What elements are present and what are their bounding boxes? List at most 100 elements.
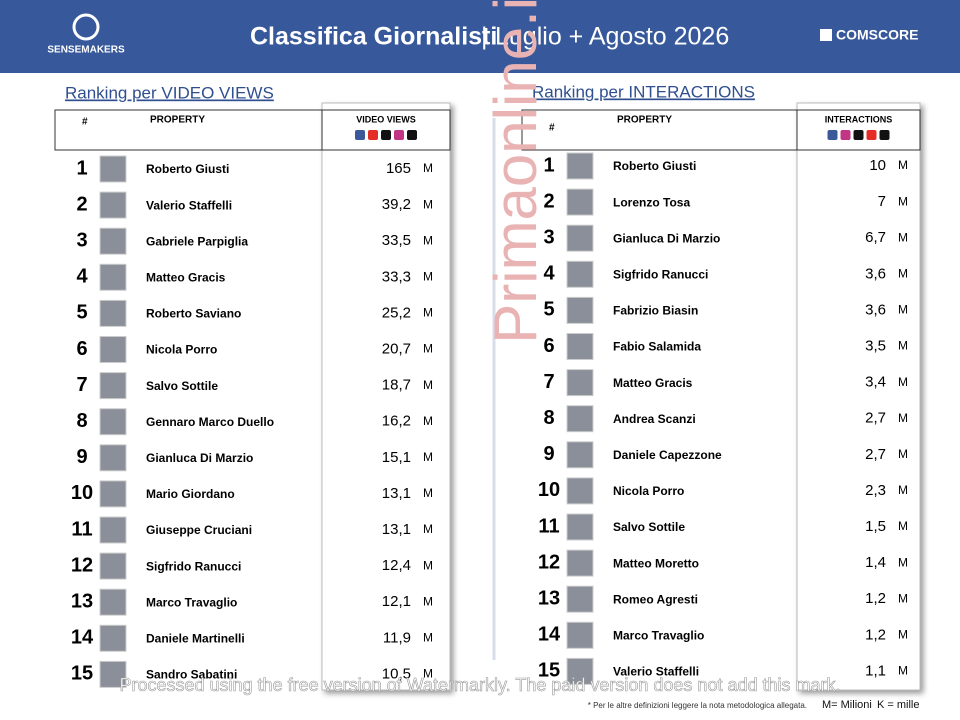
rank: 11 [71,518,92,540]
metric-unit: M [898,303,908,317]
watermark: Primaonline.it [952,0,960,344]
logo-text: SENSEMAKERS [47,45,125,56]
avatar [99,336,127,363]
rank: 10 [538,479,560,501]
metric-value: 1,1 [865,662,886,679]
rank: 7 [543,371,554,393]
metric-unit: M [898,591,908,605]
rank: 1 [543,154,554,176]
social-icon [381,130,391,140]
metric-unit: M [423,486,433,500]
person-name: Romeo Agresti [613,592,698,606]
metric-value: 25,2 [382,304,411,321]
metric-unit: M [898,664,908,678]
rank: 7 [76,374,87,396]
metric-unit: M [423,450,433,464]
avatar [99,191,127,219]
metric-value: 13,1 [382,521,411,538]
person-name: Gennaro Marco Duello [146,415,274,429]
metric-value: 10,5 [382,665,411,682]
avatar [566,441,594,469]
metric-unit: M [423,269,433,283]
metric-value: 3,4 [865,374,886,391]
person-name: Salvo Sottile [146,379,218,393]
avatar [566,657,594,685]
social-icon [840,130,851,140]
metric-value: 39,2 [382,196,411,213]
rank: 4 [543,263,555,285]
metric-value: 1,5 [865,518,886,535]
avatar [99,588,127,616]
avatar [566,224,594,252]
column-header: # [549,123,555,134]
social-icon [355,130,365,140]
rank: 14 [71,627,94,649]
overlay-text: Processed using the free version of Wate… [119,675,840,695]
rank: 12 [538,551,560,573]
metric-unit: M [898,194,908,208]
avatar [99,227,127,255]
metric-value: 3,6 [865,301,886,318]
avatar [99,660,127,688]
rank: 12 [71,554,93,576]
metric-unit: M [423,342,433,356]
person-name: Sigfrido Ranucci [613,267,708,281]
metric-value: 1,4 [865,554,886,571]
metric-unit: M [898,339,908,353]
social-icon [866,130,877,140]
avatar [566,585,594,613]
rank: 15 [71,663,93,685]
partner-icon [820,29,832,41]
metric-unit: M [898,411,908,425]
avatar [566,477,594,505]
avatar [99,516,127,544]
metric-value: 11,9 [383,629,411,646]
table-header [521,109,921,151]
header-title: Classifica Giornalisti [250,23,497,51]
metric-value: 12,4 [382,557,411,574]
rank: 5 [543,299,554,321]
avatar [566,621,594,649]
person-name: Matteo Moretto [613,556,699,570]
avatar [99,552,127,580]
metric-value: 33,5 [382,232,411,249]
person-name: Valerio Staffelli [146,198,232,212]
rank: 8 [76,410,87,432]
rank: 10 [71,482,93,504]
rank: 9 [543,443,554,465]
person-name: Sandro Sabatini [146,668,237,682]
header-separator: | [481,23,488,51]
rank: 3 [76,229,87,251]
rank: 14 [538,624,561,646]
person-name: Mario Giordano [146,487,235,501]
metric-unit: M [423,667,433,681]
avatar [99,624,127,652]
person-name: Daniele Martinelli [146,631,245,645]
metric-value: 13,1 [382,485,411,502]
legend-k: K = mille [877,699,920,711]
metric-value: 15,1 [382,449,411,466]
footnote: * Per le altre definizioni leggere la no… [588,701,807,710]
metric-value: 16,2 [382,413,411,430]
person-name: Lorenzo Tosa [613,195,690,209]
social-icon [407,130,417,140]
metric-value: 6,7 [865,229,886,246]
rank: 6 [76,338,87,360]
person-name: Roberto Saviano [146,307,241,321]
rank: 13 [71,590,93,612]
metric-unit: M [898,627,908,641]
avatar [566,549,594,577]
avatar [99,299,127,327]
metric-value: 3,6 [865,265,886,282]
metric-unit: M [898,519,908,533]
metric-value: 2,3 [865,482,886,499]
watermark: Primaonline.it [482,0,549,344]
avatar [566,369,594,397]
metric-value: 1,2 [865,590,886,607]
section-title: Ranking per VIDEO VIEWS [65,83,274,102]
avatar [566,152,594,180]
person-name: Fabrizio Biasin [613,304,698,318]
avatar [566,513,594,541]
metric-value: 2,7 [865,446,886,463]
